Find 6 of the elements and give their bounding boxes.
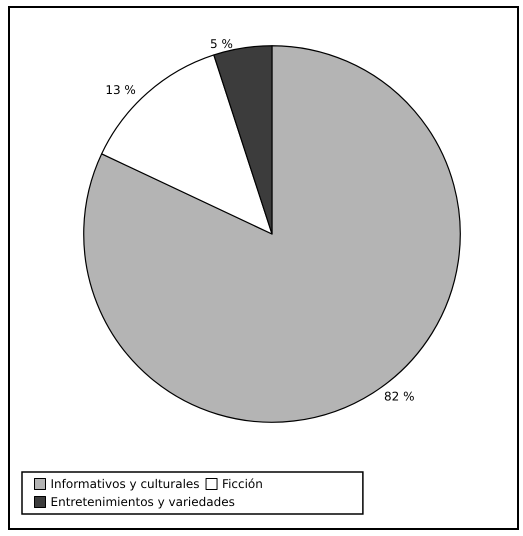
legend-label: Informativos y culturales: [50, 477, 200, 491]
data-label: 13 %: [105, 82, 136, 97]
data-label: 5 %: [210, 37, 233, 52]
data-label: 82 %: [384, 389, 415, 404]
legend-label: Entretenimientos y variedades: [50, 495, 235, 509]
legend-label: Ficción: [222, 477, 263, 491]
